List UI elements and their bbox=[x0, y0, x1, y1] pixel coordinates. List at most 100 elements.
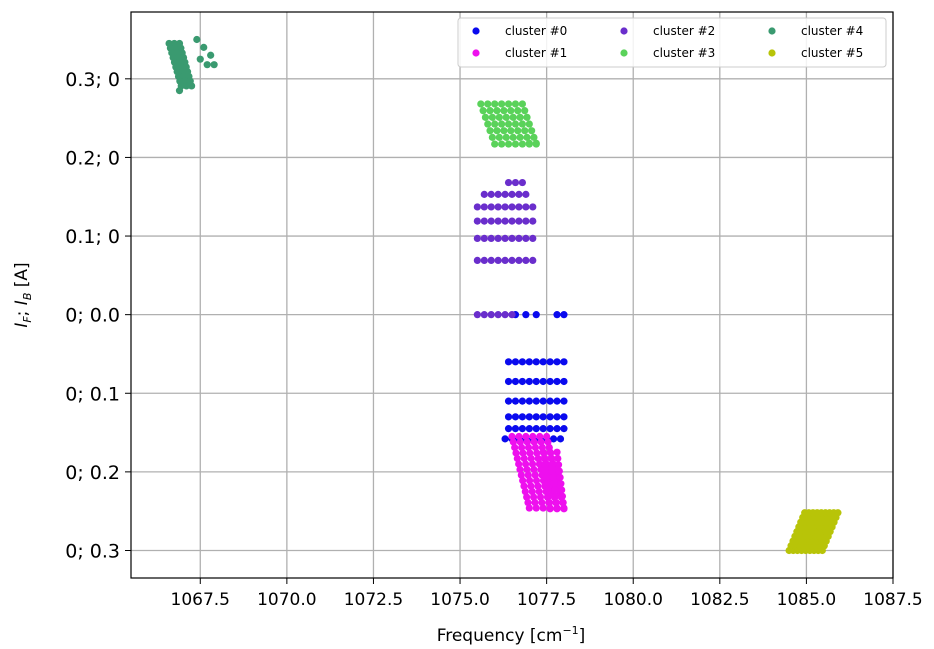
cluster-3-point bbox=[514, 107, 522, 115]
cluster-1-point bbox=[558, 492, 567, 500]
cluster-1-point bbox=[540, 454, 548, 463]
cluster-1-point bbox=[508, 432, 516, 441]
cluster-2-point bbox=[522, 217, 530, 225]
cluster-3-point bbox=[486, 107, 494, 115]
cluster-1-point bbox=[525, 476, 534, 485]
cluster-2-point bbox=[473, 217, 481, 225]
cluster-2-point bbox=[501, 256, 509, 265]
cluster-1-point bbox=[530, 438, 538, 446]
cluster-3-point bbox=[525, 120, 533, 128]
cluster-0-point bbox=[525, 425, 533, 433]
cluster-1-point bbox=[519, 476, 527, 485]
cluster-0-point bbox=[560, 425, 568, 433]
cluster-3-point bbox=[479, 107, 487, 115]
cluster-3-point bbox=[507, 107, 515, 115]
cluster-0-point bbox=[560, 377, 568, 386]
cluster-1-point bbox=[560, 505, 568, 513]
cluster-2-point bbox=[473, 203, 481, 211]
cluster-2-point bbox=[515, 203, 523, 211]
cluster-2-point bbox=[508, 256, 516, 265]
cluster-1-point bbox=[558, 486, 566, 494]
cluster-3-point bbox=[514, 127, 522, 135]
cluster-3-point bbox=[498, 140, 506, 148]
cluster-1-point bbox=[537, 438, 545, 446]
cluster-1-point bbox=[529, 493, 538, 501]
cluster-0-point bbox=[522, 311, 530, 319]
cluster-1-point bbox=[545, 498, 553, 507]
cluster-2-point bbox=[473, 256, 481, 265]
cluster-0-point bbox=[525, 377, 533, 386]
cluster-4-point bbox=[196, 55, 204, 63]
cluster-3-point bbox=[521, 127, 529, 135]
cluster-1-point bbox=[543, 432, 551, 441]
cluster-2-point bbox=[529, 256, 537, 265]
cluster-0-point bbox=[546, 413, 554, 421]
cluster-2-point bbox=[522, 190, 530, 198]
cluster-2-point bbox=[487, 234, 495, 242]
y-tick-label: 0; 0.0 bbox=[65, 305, 120, 327]
cluster-2-point bbox=[494, 217, 502, 225]
cluster-3-point bbox=[511, 120, 520, 128]
cluster-1-point bbox=[541, 467, 550, 475]
legend-marker bbox=[472, 27, 480, 35]
cluster-1-point bbox=[523, 465, 531, 474]
cluster-1-point bbox=[524, 443, 533, 452]
cluster-3-point bbox=[498, 120, 506, 128]
cluster-3-point bbox=[504, 140, 513, 148]
cluster-3-point bbox=[481, 113, 490, 121]
cluster-2-point bbox=[487, 203, 495, 211]
cluster-0-point bbox=[546, 377, 554, 386]
cluster-1-point bbox=[544, 492, 553, 500]
y-tick-label: 0; 0.3 bbox=[65, 540, 120, 562]
cluster-1-point bbox=[539, 448, 547, 456]
cluster-0-point bbox=[511, 377, 520, 386]
cluster-0-point bbox=[532, 413, 540, 421]
cluster-4-point bbox=[175, 87, 184, 95]
cluster-1-point bbox=[532, 476, 541, 485]
cluster-1-point bbox=[516, 438, 524, 446]
cluster-1-point bbox=[548, 461, 556, 469]
cluster-3-point bbox=[477, 100, 485, 108]
cluster-0-point bbox=[549, 435, 558, 443]
plot-area bbox=[130, 11, 894, 579]
cluster-1-point bbox=[528, 487, 536, 496]
cluster-1-point bbox=[553, 505, 561, 513]
cluster-1-point bbox=[527, 454, 535, 463]
legend-entry-label: cluster #5 bbox=[801, 46, 863, 60]
legend: cluster #0 cluster #1 cluster #2 cluster #3… bbox=[457, 17, 887, 68]
y-axis-label: IF; IB [A] bbox=[12, 262, 34, 327]
cluster-1-point bbox=[547, 454, 555, 463]
cluster-3-point bbox=[532, 139, 540, 147]
cluster-3-point bbox=[530, 133, 538, 141]
cluster-3-point bbox=[495, 133, 503, 141]
cluster-3-point bbox=[521, 107, 529, 115]
cluster-2-point bbox=[508, 234, 516, 242]
cluster-1-point bbox=[535, 460, 544, 468]
cluster-2-point bbox=[501, 234, 509, 242]
cluster-3-point bbox=[500, 127, 508, 135]
cluster-1-point bbox=[524, 498, 532, 507]
cluster-3-point bbox=[488, 113, 496, 121]
cluster-3-point bbox=[523, 113, 531, 121]
cluster-2-point bbox=[480, 311, 488, 319]
cluster-4-point bbox=[207, 51, 215, 59]
cluster-0-point bbox=[539, 377, 547, 386]
cluster-2-point bbox=[473, 234, 481, 242]
cluster-3-point bbox=[511, 140, 520, 148]
cluster-3-point bbox=[511, 100, 520, 108]
cluster-1-point bbox=[520, 454, 528, 463]
cluster-1-point bbox=[549, 473, 557, 481]
cluster-0-point bbox=[553, 311, 561, 319]
cluster-1-point bbox=[533, 449, 541, 457]
cluster-1-point bbox=[554, 454, 562, 463]
cluster-0-point bbox=[532, 425, 540, 433]
cluster-0-point bbox=[560, 413, 568, 421]
cluster-3-point bbox=[528, 127, 536, 135]
cluster-1-point bbox=[519, 449, 527, 457]
cluster-1-point bbox=[534, 454, 542, 463]
cluster-0-point bbox=[546, 425, 554, 433]
cluster-0-point bbox=[553, 425, 561, 433]
cluster-1-point bbox=[535, 487, 543, 496]
y-tick-label: 0; 0.1 bbox=[65, 383, 120, 405]
cluster-0-point bbox=[560, 311, 568, 319]
